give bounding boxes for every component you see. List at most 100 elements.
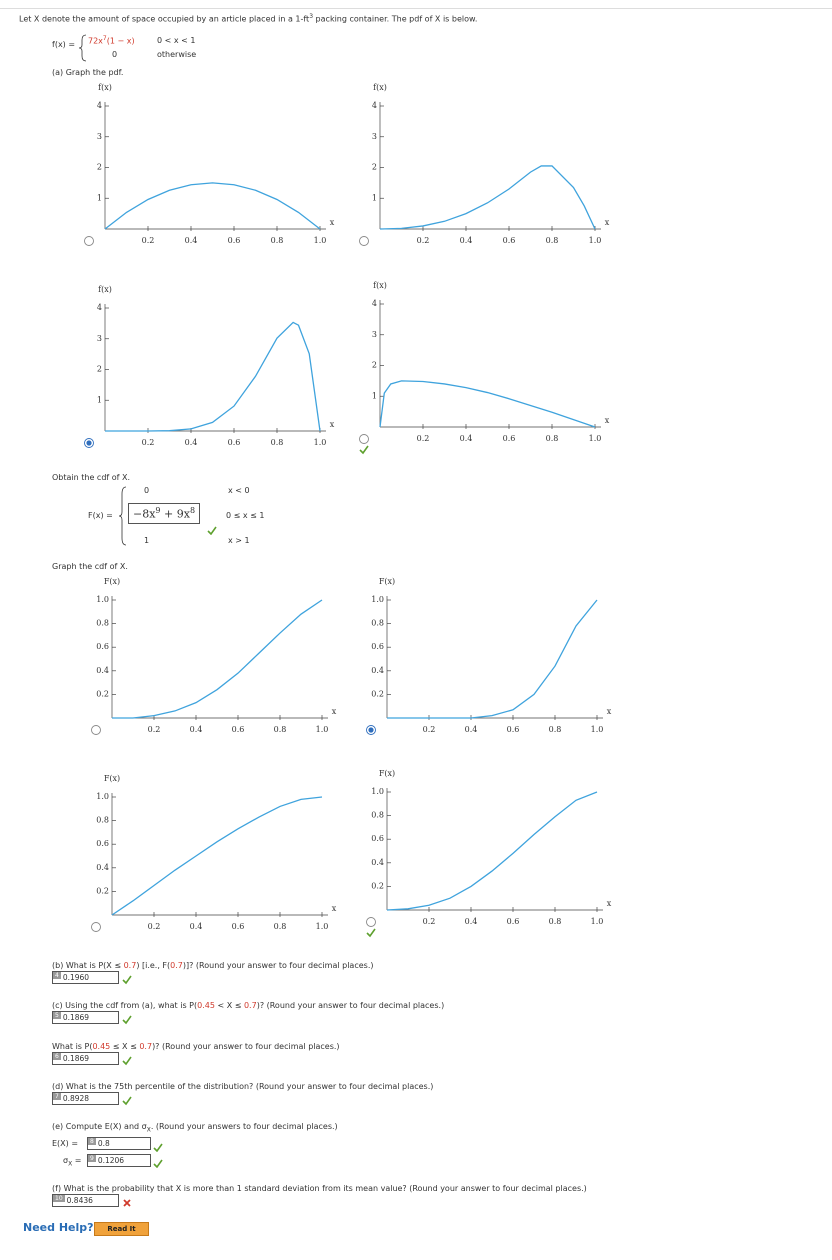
y-axis-label: F(x): [379, 769, 395, 778]
x-path: [123, 1199, 131, 1207]
x-tick-label: 0.4: [465, 725, 478, 734]
cdf-answer-box[interactable]: −8x9 + 9x8: [128, 503, 201, 524]
curve: [379, 165, 596, 230]
part-a: (a) Graph the pdf.: [52, 68, 124, 77]
pdf-other-cond: otherwise: [157, 50, 197, 59]
check: [122, 975, 132, 985]
read-it-button[interactable]: Read It: [94, 1222, 149, 1236]
text: =: [72, 1156, 82, 1165]
badge: 10: [53, 1195, 65, 1202]
y-tick-label: 2: [372, 163, 377, 172]
brace: [78, 34, 87, 62]
question-text: (f) What is the probability that X is mo…: [52, 1184, 587, 1193]
radio-button[interactable]: [359, 236, 369, 246]
radio-button[interactable]: [84, 236, 94, 246]
top-rule: [0, 8, 832, 9]
y-tick-label: 0.2: [96, 886, 109, 895]
y-tick-label: 2: [372, 361, 377, 370]
curve: [387, 599, 598, 719]
chart: 0.2 0.4 0.6 0.8 1.0 0.2 0.4 0.6 0.8 1.0 F(x) x: [366, 577, 612, 735]
y-axis-label: F(x): [104, 774, 120, 783]
x-axis-label: x: [330, 420, 335, 429]
check-path: [122, 1015, 132, 1025]
y-tick-label: 1.0: [96, 595, 109, 604]
question-text: ≤ X ≤: [110, 1042, 140, 1051]
expr: 72x: [88, 36, 103, 46]
answer-box[interactable]: 7 0.8928: [52, 1092, 119, 1105]
x-tick-label: 0.4: [465, 917, 478, 926]
answer-box[interactable]: 6 0.1869: [52, 1052, 119, 1065]
y-tick-label: 3: [97, 132, 102, 141]
radio-button[interactable]: [91, 725, 101, 735]
x-tick-label: 0.6: [232, 725, 245, 734]
answer-box[interactable]: 10 0.8436: [52, 1194, 119, 1207]
chart: 0.2 0.4 0.6 0.8 1.0 0.2 0.4 0.6 0.8 1.0 F(x) x: [366, 769, 612, 938]
y-tick-label: 0.4: [371, 666, 384, 675]
expr: (1 − x): [106, 36, 135, 46]
x-tick-label: 1.0: [316, 922, 329, 931]
question-text: 0.7: [170, 961, 183, 970]
x-tick-label: 0.4: [190, 922, 203, 931]
check: [153, 1159, 163, 1168]
x-tick-label: 0.6: [503, 236, 516, 245]
check: [122, 1015, 132, 1025]
pdf-lhs: f(x) =: [52, 40, 76, 49]
wrong-mark: [123, 1199, 131, 1207]
x-tick-label: 0.6: [228, 438, 241, 447]
check: [359, 445, 369, 455]
chart: 0.2 0.4 0.6 0.8 1.0 0.2 0.4 0.6 0.8 1.0 F(x) x: [91, 774, 337, 932]
y-tick-label: 1: [372, 391, 377, 400]
text: . (Round your answers to four decimal pl…: [150, 1122, 338, 1131]
curve: [379, 380, 596, 428]
question-text: (b) What is P(X ≤: [52, 961, 124, 970]
x-axis-label: x: [607, 707, 612, 716]
mean-label: E(X) =: [52, 1139, 79, 1148]
x-tick-label: 0.2: [142, 438, 155, 447]
y-tick-label: 0.2: [371, 881, 384, 890]
x-axis-label: x: [332, 904, 337, 913]
x-tick-label: 0.4: [185, 438, 198, 447]
answer: 0.1869: [62, 1013, 90, 1022]
term: −8x: [133, 507, 156, 521]
answer-box[interactable]: 9 0.1206: [87, 1154, 151, 1167]
radio-button[interactable]: [366, 917, 376, 927]
badge: 7: [53, 1093, 61, 1100]
y-tick-label: 3: [372, 330, 377, 339]
x-axis-label: x: [605, 218, 610, 227]
x-tick-label: 1.0: [314, 236, 327, 245]
y-tick-label: 0.4: [96, 863, 109, 872]
y-tick-label: 0.2: [371, 689, 384, 698]
x-tick-label: 0.8: [274, 725, 287, 734]
intro-text: packing container. The pdf of X is below…: [313, 14, 478, 24]
radio-button[interactable]: [359, 434, 369, 444]
pdf-expr: 72x7(1 − x): [88, 35, 135, 46]
y-tick-label: 4: [372, 101, 377, 110]
radio-button[interactable]: [91, 922, 101, 932]
radio-dot: [368, 727, 374, 733]
intro-sup: 3: [309, 13, 314, 20]
check: [153, 1143, 163, 1152]
sd-label: σX =: [63, 1156, 81, 1168]
cdf-row3: 1: [144, 536, 150, 545]
answer-box[interactable]: 4 0.1960: [52, 971, 119, 984]
question: (b) What is P(X ≤ 0.7) [i.e., F(0.7)]? (…: [52, 961, 373, 970]
check-path: [122, 1056, 132, 1066]
text: σ: [63, 1156, 69, 1165]
x-tick-label: 0.4: [190, 725, 203, 734]
y-tick-label: 0.4: [371, 858, 384, 867]
y-tick-label: 1.0: [371, 787, 384, 796]
x-tick-label: 0.6: [228, 236, 241, 245]
x-tick-label: 0.6: [507, 725, 520, 734]
question-text: 0.7: [139, 1042, 153, 1051]
answer-box[interactable]: 8 0.8: [87, 1137, 151, 1150]
question-text: (c) Using the cdf from (a), what is P(: [52, 1001, 198, 1010]
check: [122, 1056, 132, 1066]
x-tick-label: 0.4: [460, 434, 473, 443]
y-axis-label: F(x): [379, 577, 395, 586]
y-axis-label: f(x): [98, 83, 112, 92]
question-text: What is P(: [52, 1042, 93, 1051]
y-tick-label: 0.8: [96, 619, 109, 628]
answer-box[interactable]: 5 0.1869: [52, 1011, 119, 1024]
question-text: 0.45: [92, 1042, 111, 1051]
curve: [112, 599, 323, 719]
